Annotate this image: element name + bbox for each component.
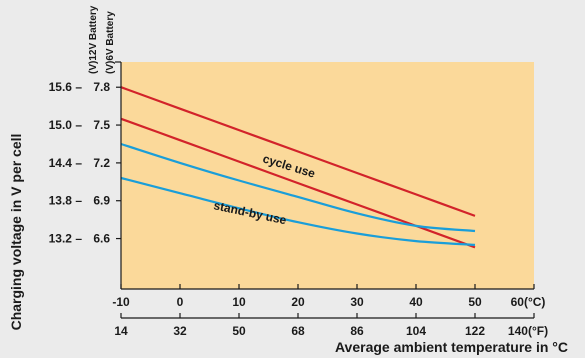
x-axis-title: Average ambient temperature in °C: [335, 339, 568, 355]
x-tick-label-fahrenheit: 14: [114, 324, 128, 338]
plot-area: [121, 62, 534, 289]
x-tick-label-fahrenheit: 122: [465, 324, 485, 338]
y-scale-title-6v: (V)6V Battery: [105, 11, 116, 74]
x-tick-label-fahrenheit: 104: [406, 324, 426, 338]
x-tick-label-celsius: 60(°C): [511, 295, 546, 309]
series-line-1: [120, 86, 476, 217]
x-tick-label-celsius: 0: [177, 295, 184, 309]
y-tick-label-12v: 13.8 –: [49, 194, 83, 208]
series-line-4: [120, 176, 476, 246]
y-tick-label-12v: 15.0 –: [49, 118, 83, 132]
y-tick-label-6v: 7.5: [93, 118, 110, 132]
x-tick-label-fahrenheit: 68: [291, 324, 305, 338]
y-tick-label-12v: 13.2 –: [49, 232, 83, 246]
y-tick-label-12v: 14.4 –: [49, 156, 83, 170]
x-tick-label-celsius: 40: [409, 295, 423, 309]
y-tick-label-6v: 7.8: [93, 80, 110, 94]
y-axis-title: Charging voltage in V per cell: [8, 134, 24, 331]
x-tick-label-celsius: 20: [291, 295, 305, 309]
x-tick-label-fahrenheit: 86: [350, 324, 364, 338]
y-tick-label-12v: 15.6 –: [49, 80, 83, 94]
y-tick-label-6v: 7.2: [93, 156, 110, 170]
x-tick-label-celsius: 10: [232, 295, 246, 309]
y-tick-label-6v: 6.9: [93, 194, 110, 208]
x-tick-label-celsius: 30: [350, 295, 364, 309]
x-tick-label-fahrenheit: 50: [232, 324, 246, 338]
y-tick-label-6v: 6.6: [93, 232, 110, 246]
x-tick-label-celsius: -10: [112, 295, 130, 309]
series-line-3: [120, 142, 476, 233]
x-tick-label-fahrenheit: 32: [173, 324, 187, 338]
x-tick-label-celsius: 50: [468, 295, 482, 309]
y-scale-title-12v: (V)12V Battery: [88, 5, 99, 74]
x-tick-label-fahrenheit: 140(°F): [508, 324, 548, 338]
